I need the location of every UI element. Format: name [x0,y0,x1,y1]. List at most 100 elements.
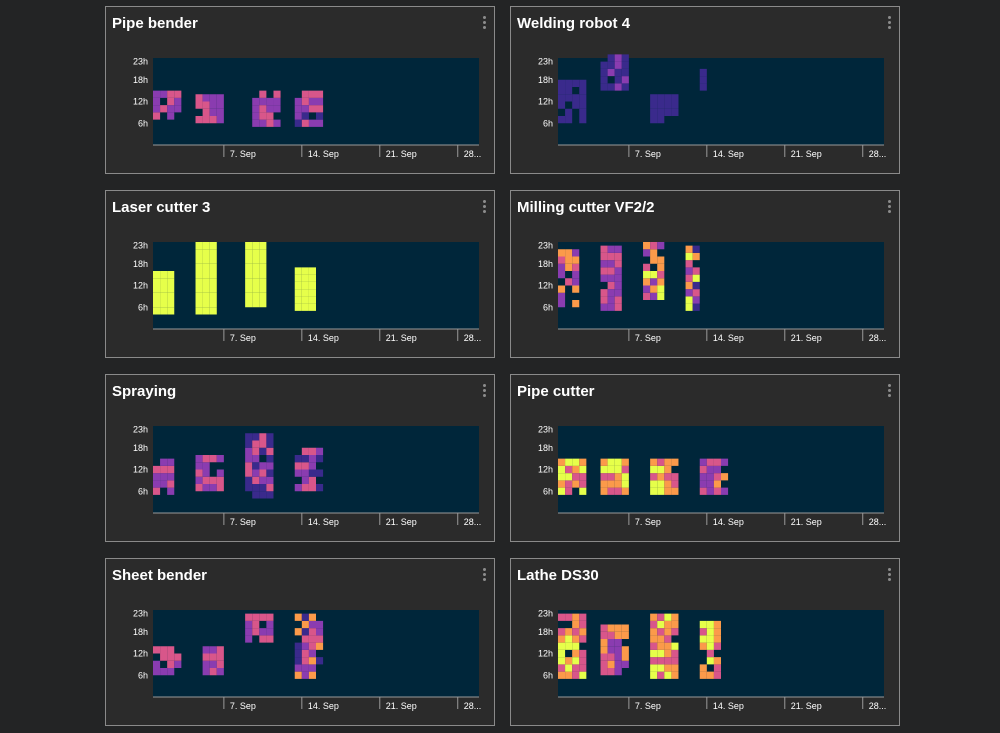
heatmap-cell [160,646,168,654]
heatmap-cell [209,307,217,315]
heatmap-cell [245,613,253,621]
heatmap-cell [167,487,175,495]
heatmap-cell [160,300,168,308]
heatmap-cell [245,292,253,300]
heatmap-cell [600,458,608,466]
heatmap-cell [209,455,217,463]
heatmap-cell [316,469,324,477]
heatmap-cell [308,671,316,679]
heatmap-cell [308,476,316,484]
heatmap-cell [167,668,175,676]
heatmap-cell [692,289,700,297]
y-tick-label: 12h [133,97,148,107]
heatmap-cell [202,484,210,492]
heatmap-cell [657,628,665,636]
more-vertical-icon[interactable] [483,384,486,397]
heatmap-cell [607,660,615,668]
heatmap-cell [572,620,580,629]
heatmap-cell [294,657,302,665]
heatmap-cell [621,631,629,639]
heatmap-cell [650,465,658,474]
heatmap-cell [195,462,203,470]
heatmap-cell [301,455,309,463]
y-tick-label: 18h [538,259,553,269]
heatmap-cell [259,263,267,271]
more-vertical-icon[interactable] [483,568,486,581]
heatmap-cell [699,671,707,679]
heatmap-cell [202,300,210,308]
panel-spraying: Spraying 7. Sep 14. Sep 21. Sep 28... 23h 18h… [105,374,495,542]
heatmap-cell [565,671,573,679]
heatmap-cell [614,624,622,632]
heatmap-cell [558,671,566,679]
more-vertical-icon[interactable] [888,16,891,29]
heatmap-cell [685,296,693,304]
heatmap-cell [607,274,615,282]
heatmap-cell [650,642,658,650]
heatmap-cell [195,263,203,271]
heatmap-cell [579,101,587,109]
heatmap-cell [621,487,629,495]
heatmap-cell [607,289,615,297]
more-vertical-icon[interactable] [888,384,891,397]
heatmap-cell [650,635,658,643]
heatmap-cell [664,664,672,672]
heatmap-cell [308,455,316,463]
heatmap-cell [579,473,587,481]
y-tick-label: 23h [133,57,148,67]
heatmap-cell [316,657,324,665]
heatmap-cell [259,433,267,441]
heatmap-cell [245,635,253,643]
y-tick-label: 12h [538,465,553,475]
heatmap-cell [650,292,658,300]
heatmap-cell [600,260,608,268]
heatmap-cell [558,263,566,271]
heatmap-cell [167,90,175,98]
heatmap-cell [294,484,302,492]
heatmap-cell [216,476,224,484]
heatmap-cell [202,263,210,271]
heatmap-cell [572,79,580,87]
heatmap-cell [657,108,665,116]
heatmap-cell [650,278,658,286]
x-tick-label: 21. Sep [386,333,417,343]
heatmap-cell [558,101,566,109]
heatmap-cell [167,480,175,488]
heatmap-cell [202,668,210,676]
heatmap-cell [565,628,573,636]
more-vertical-icon[interactable] [888,200,891,213]
heatmap-cell [195,300,203,308]
heatmap-cell [664,465,672,474]
heatmap-cell [245,271,253,279]
heatmap-cell [174,97,182,106]
panel-welding-robot-4: Welding robot 4 7. Sep 14. Sep 21. Sep 28..… [510,6,900,174]
heatmap-cell [600,245,608,253]
more-vertical-icon[interactable] [483,16,486,29]
heatmap-cell [572,263,580,271]
heatmap-cell [245,300,253,308]
panel-lathe-ds30: Lathe DS30 7. Sep 14. Sep 21. Sep 28... 23h 1… [510,558,900,726]
heatmap-cell [721,473,729,481]
heatmap-cell [316,635,324,643]
heatmap-cell [607,260,615,268]
heatmap-cell [259,476,267,484]
more-vertical-icon[interactable] [888,568,891,581]
x-tick-label: 7. Sep [230,333,256,343]
heatmap-cell [572,278,580,286]
heatmap-cell [699,635,707,643]
heatmap-cell [621,473,629,481]
heatmap-cell [301,97,309,106]
more-vertical-icon[interactable] [483,200,486,213]
heatmap-cell [308,613,316,621]
heatmap-cell [316,90,324,98]
heatmap-cell [692,252,700,261]
heatmap-cell [266,440,274,448]
heatmap-cell [614,61,622,69]
heatmap-cell [607,303,615,311]
heatmap-cell [614,54,622,62]
heatmap-cell [209,292,217,300]
y-tick-label: 12h [538,281,553,291]
heatmap-cell [273,119,281,127]
heatmap-cell [301,469,309,477]
panel-laser-cutter-3: Laser cutter 3 7. Sep 14. Sep 21. Sep 28...… [105,190,495,358]
